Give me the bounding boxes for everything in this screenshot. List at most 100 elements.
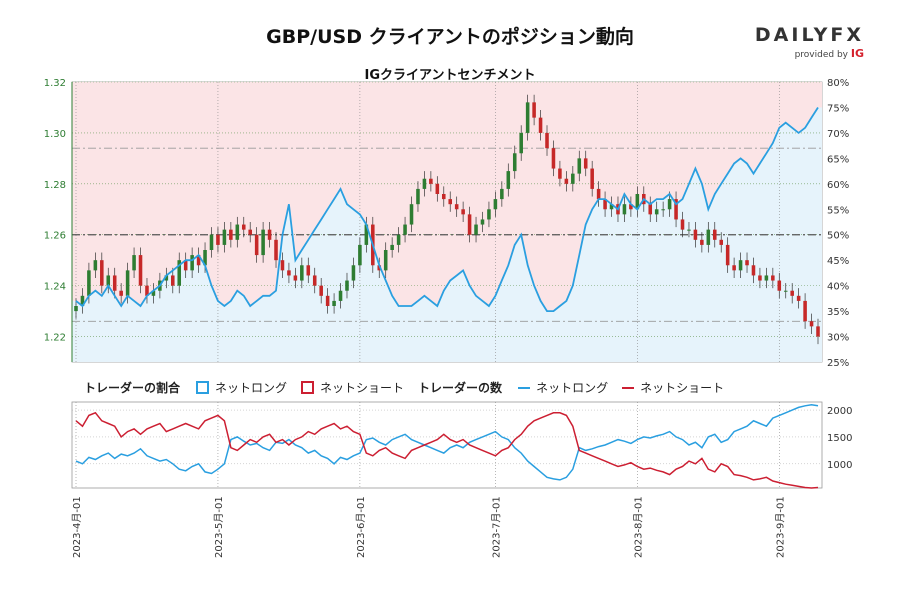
candle-body [583,158,588,169]
y-right-tick-label: 35% [827,307,849,318]
candle-body [190,255,194,271]
candle-body [467,214,472,235]
x-tick-label: 2023-5月-01 [213,496,225,558]
legend-long-box-icon [196,381,210,394]
candle-body [138,255,143,286]
legend-short-line-icon [622,386,635,389]
candle-body [764,275,769,281]
candle-body [171,275,175,286]
legend-count-long[interactable]: ネットロング [518,379,608,396]
candle-body [487,209,491,220]
y-right-tick-label: 45% [827,256,849,267]
candle-body [532,102,536,118]
x-tick-label: 2023-8月-01 [632,496,644,558]
logo-tagline: provided by IG [755,47,864,60]
dailyfx-logo[interactable]: DAILYFX provided by IG [755,24,864,60]
candle-body [325,295,330,306]
candle-body [500,188,504,200]
y-right-tick-label: 25% [827,358,849,369]
net-long-area [72,107,822,362]
legend-count-short[interactable]: ネットショート [622,379,724,396]
candle-body [151,290,156,296]
candle-body [732,265,736,271]
legend-short-box-icon [301,381,315,394]
candle-body [358,244,362,266]
candle-body [648,204,653,215]
candle-body [635,194,640,210]
candle-body [319,285,323,296]
candle-body [351,265,356,281]
candle-body [674,199,678,220]
candle-body [493,199,498,210]
candle-body [745,260,749,266]
candle-body [383,250,388,271]
net-short-area [72,82,822,312]
y-right-tick-label: 50% [827,231,849,242]
candle-body [596,188,601,200]
legend-ratio-short[interactable]: ネットショート [301,379,404,396]
candle-body [783,290,788,292]
candle-body [396,234,401,245]
x-tick-label: 2023-6月-01 [355,496,367,558]
candle-body [777,280,782,291]
candle-body [274,239,278,261]
candle-body [809,321,814,327]
count-net-long-line [75,403,819,481]
candle-body [216,234,220,245]
candle-body [448,199,453,205]
ig-brand-mark: IG [850,47,864,60]
candle-body [74,306,78,312]
candle-body [235,224,240,240]
candle-body [545,132,549,149]
legend-ratio-short-label: ネットショート [320,381,405,395]
candle-body [816,326,820,337]
x-tick-label: 2023-4月-01 [71,496,83,558]
legend-long-line-icon [518,386,531,389]
candle-body [87,270,91,296]
candle-body [506,171,511,189]
candle-body [609,204,614,210]
candle-body [771,275,775,281]
candle-body [629,204,633,210]
candle-body [93,260,98,271]
candle-body [254,234,259,256]
candle-body [700,239,704,245]
candle-body [603,199,607,210]
y-right-tick-label: 40% [827,282,849,293]
candle-body [183,260,188,271]
candle-body [409,204,414,225]
candle-body [241,224,246,230]
count-net-short-line [75,411,819,489]
candle-body [667,199,672,210]
candle-body [538,117,543,133]
candle-body [564,178,569,184]
candle-body [454,204,459,210]
candle-body [261,229,265,256]
candle-body [590,168,594,189]
legend-ratio-long-label: ネットロング [215,381,288,395]
candle-body [332,300,336,306]
candle-body [622,204,627,215]
candle-body [306,265,311,276]
candle-body [461,209,465,215]
candle-body [280,260,285,271]
candle-body [390,244,394,250]
chart-subtitle: IGクライアントセンチメント [364,68,536,83]
y-right-tick-label: 80% [827,78,849,89]
candle-body [416,188,420,205]
legend-ratio-long[interactable]: ネットロング [196,379,287,396]
candle-body [719,239,723,245]
legend-count-short-label: ネットショート [640,381,725,395]
candle-body [654,209,659,215]
candle-body [693,229,698,240]
y-right-tick-label: 75% [827,103,849,114]
x-tick-label: 2023-9月-01 [774,496,786,558]
candle-body [474,224,478,235]
candle-body [125,270,130,296]
y-right-tick-label: 65% [827,154,849,165]
candle-body [738,260,743,271]
candle-body [209,234,214,250]
logo-tagline-text: provided by [794,50,848,60]
candle-body [706,229,711,245]
